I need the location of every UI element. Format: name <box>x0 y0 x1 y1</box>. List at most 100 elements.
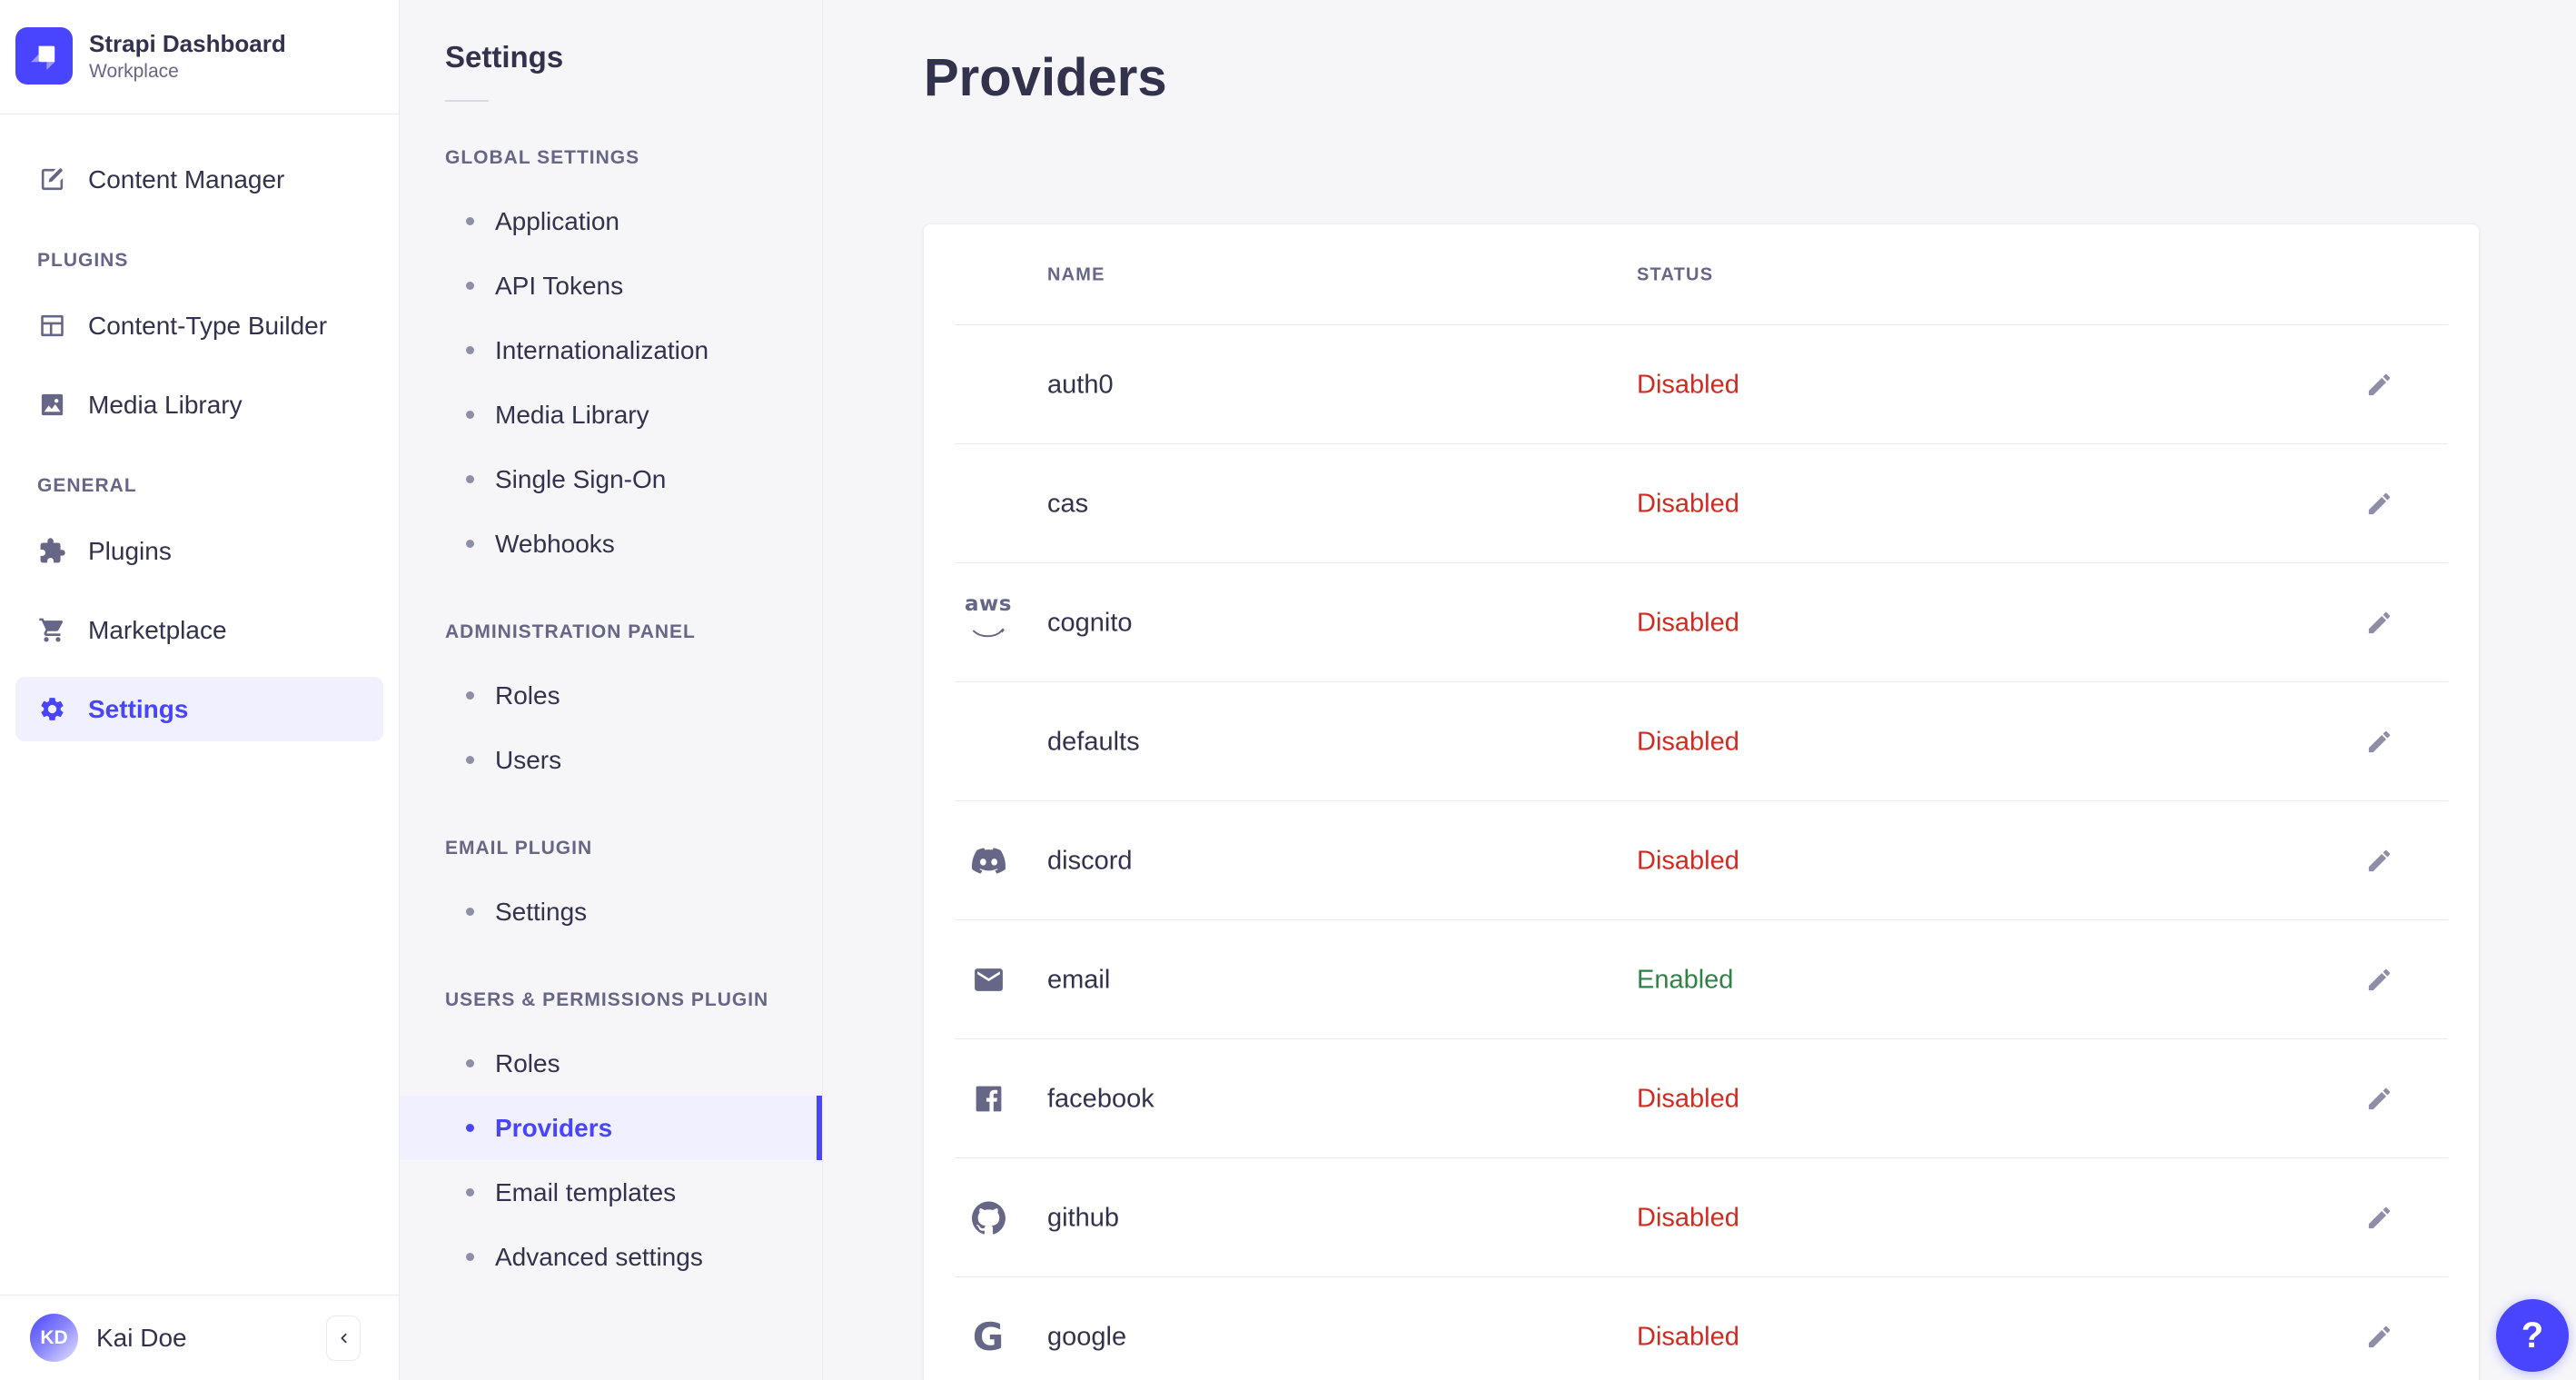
subnav-section: GLOBAL SETTINGS Application API Tokens Inte… <box>400 147 822 576</box>
subnav-item-settings[interactable]: Settings <box>400 879 822 944</box>
status-text: Disabled <box>1637 1084 1739 1113</box>
provider-icon-empty <box>964 718 1013 767</box>
google-icon: G <box>972 1314 1005 1359</box>
provider-name: google <box>1047 1322 1127 1351</box>
edit-provider-button[interactable] <box>2355 838 2403 885</box>
workspace-switcher[interactable]: Strapi Dashboard Workplace <box>0 0 399 114</box>
subnav-item-label: Media Library <box>495 400 649 429</box>
brand-text: Strapi Dashboard Workplace <box>89 29 286 84</box>
subnav-item-label: Internationalization <box>495 335 709 364</box>
discord-icon <box>964 837 1013 886</box>
subnav-item-media-library[interactable]: Media Library <box>400 382 822 447</box>
subnav-item-label: Roles <box>495 1048 560 1077</box>
bullet-icon <box>466 691 474 700</box>
sidebar-item-plugins[interactable]: Plugins <box>15 519 383 583</box>
edit-provider-button[interactable] <box>2355 719 2403 766</box>
settings-subnav: Settings GLOBAL SETTINGS Application API T… <box>400 0 823 1380</box>
subnav-item-users[interactable]: Users <box>400 728 822 792</box>
provider-icon-empty <box>964 480 1013 529</box>
status-text: Disabled <box>1637 489 1739 518</box>
column-header-status: STATUS <box>1637 264 1714 284</box>
provider-row-cas[interactable]: cas Disabled <box>924 444 2479 563</box>
bullet-icon <box>466 756 474 764</box>
subnav-list: Settings <box>400 879 822 944</box>
chevron-left-icon <box>336 1326 352 1350</box>
edit-provider-button[interactable] <box>2355 362 2403 409</box>
provider-row-auth0[interactable]: auth0 Disabled <box>924 325 2479 444</box>
subnav-item-webhooks[interactable]: Webhooks <box>400 511 822 576</box>
gear-icon <box>37 695 66 724</box>
provider-row-cognito[interactable]: aws cognito Disabled <box>924 563 2479 682</box>
bullet-icon <box>466 1188 474 1196</box>
subnav-divider <box>445 100 489 102</box>
user-menu[interactable]: KD Kai Doe <box>30 1314 326 1362</box>
subnav-section-label: USERS & PERMISSIONS PLUGIN <box>445 989 769 1010</box>
subnav-list: Application API Tokens Internationalizatio… <box>400 189 822 576</box>
sidebar-item-marketplace[interactable]: Marketplace <box>15 598 383 662</box>
subnav-item-label: Single Sign-On <box>495 464 667 493</box>
provider-row-defaults[interactable]: defaults Disabled <box>924 682 2479 801</box>
subnav-item-roles[interactable]: Roles <box>400 663 822 728</box>
subnav-item-label: Providers <box>495 1113 613 1142</box>
status-text: Disabled <box>1637 727 1739 756</box>
subnav-item-providers[interactable]: Providers <box>400 1096 822 1160</box>
edit-provider-button[interactable] <box>2355 1076 2403 1123</box>
subnav-item-roles[interactable]: Roles <box>400 1031 822 1096</box>
layout-icon <box>37 312 66 341</box>
collapse-sidebar-button[interactable] <box>326 1315 361 1361</box>
provider-name: facebook <box>1047 1084 1154 1113</box>
sidebar-section-label: PLUGINS <box>37 250 129 271</box>
subnav-section: EMAIL PLUGIN Settings <box>400 838 822 944</box>
subnav-list: Roles Users <box>400 663 822 792</box>
sidebar-item-content-type-builder[interactable]: Content-Type Builder <box>15 293 383 358</box>
brand-subtitle: Workplace <box>89 61 179 83</box>
page-title: Providers <box>924 48 1167 107</box>
provider-icon-empty <box>964 361 1013 410</box>
edit-provider-button[interactable] <box>2355 600 2403 647</box>
subnav-item-internationalization[interactable]: Internationalization <box>400 318 822 382</box>
subnav-item-single-sign-on[interactable]: Single Sign-On <box>400 447 822 511</box>
bullet-icon <box>466 217 474 225</box>
subnav-item-advanced-settings[interactable]: Advanced settings <box>400 1225 822 1289</box>
pencil-icon <box>2365 966 2393 994</box>
bullet-icon <box>466 282 474 290</box>
sidebar-item-label: Content-Type Builder <box>88 311 328 340</box>
sidebar-item-label: Content Manager <box>88 164 285 194</box>
provider-row-email[interactable]: email Enabled <box>924 920 2479 1039</box>
edit-provider-button[interactable] <box>2355 481 2403 528</box>
bullet-icon <box>466 475 474 483</box>
main-content: Providers NAME STATUS auth0 Disabled cas Di… <box>823 0 2576 1380</box>
user-name: Kai Doe <box>96 1323 187 1352</box>
puzzle-icon <box>37 537 66 566</box>
pencil-icon <box>2365 847 2393 875</box>
subnav-item-email-templates[interactable]: Email templates <box>400 1160 822 1225</box>
sidebar-item-label: Plugins <box>88 536 172 565</box>
provider-row-discord[interactable]: discord Disabled <box>924 801 2479 920</box>
provider-row-facebook[interactable]: facebook Disabled <box>924 1039 2479 1158</box>
provider-row-github[interactable]: github Disabled <box>924 1158 2479 1277</box>
subnav-item-api-tokens[interactable]: API Tokens <box>400 253 822 318</box>
subnav-item-label: API Tokens <box>495 271 624 300</box>
subnav-item-label: Advanced settings <box>495 1242 703 1271</box>
edit-provider-button[interactable] <box>2355 1314 2403 1361</box>
help-button[interactable]: ? <box>2496 1299 2569 1372</box>
brand-title: Strapi Dashboard <box>89 29 286 57</box>
subnav-item-label: Webhooks <box>495 529 615 558</box>
pencil-icon <box>2365 371 2393 399</box>
bullet-icon <box>466 1124 474 1132</box>
sidebar-item-content-manager[interactable]: Content Manager <box>15 147 383 212</box>
pencil-icon <box>2365 1085 2393 1113</box>
provider-name: defaults <box>1047 727 1140 756</box>
sidebar-item-settings[interactable]: Settings <box>15 677 383 741</box>
subnav-item-label: Email templates <box>495 1177 677 1206</box>
bullet-icon <box>466 1253 474 1261</box>
edit-provider-button[interactable] <box>2355 1195 2403 1242</box>
sidebar-item-media-library[interactable]: Media Library <box>15 372 383 437</box>
subnav-item-application[interactable]: Application <box>400 189 822 253</box>
table-header-row: NAME STATUS <box>924 224 2479 325</box>
edit-provider-button[interactable] <box>2355 957 2403 1004</box>
subnav-item-label: Application <box>495 206 619 235</box>
github-icon <box>964 1194 1013 1243</box>
subnav-section-label: GLOBAL SETTINGS <box>445 147 640 168</box>
